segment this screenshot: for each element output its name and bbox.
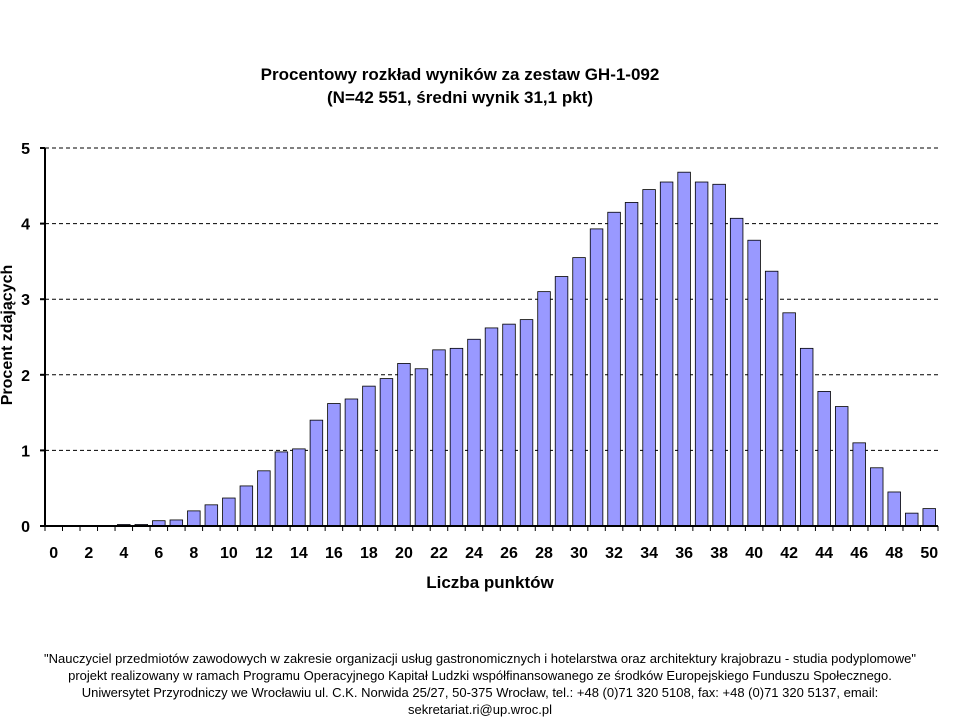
bar-49 [905, 512, 919, 527]
x-tick-label: 42 [780, 545, 798, 562]
bar-23 [449, 347, 464, 527]
x-tick-label: 12 [255, 545, 273, 562]
bar-39 [729, 217, 744, 527]
x-axis-label: Liczba punktów [426, 573, 554, 592]
bar-46 [852, 442, 866, 527]
bar-24 [467, 338, 481, 527]
x-tick-label: 46 [850, 545, 868, 562]
bar-35 [659, 181, 674, 527]
footer: "Nauczyciel przedmiotów zawodowych w zak… [0, 650, 960, 718]
x-tick-label: 30 [570, 545, 588, 562]
bar-20 [397, 363, 411, 527]
bar-50 [922, 508, 936, 527]
chart-subtitle: (N=42 551, średni wynik 31,1 pkt) [327, 88, 593, 107]
bar-10 [222, 497, 236, 527]
bar-9 [204, 504, 219, 527]
x-tick-label: 6 [154, 545, 163, 562]
x-tick-label: 0 [49, 545, 58, 562]
x-tick-label: 38 [710, 545, 728, 562]
bar-16 [327, 403, 341, 527]
footer-line-3: Uniwersytet Przyrodniczy we Wrocławiu ul… [81, 685, 879, 700]
bar-18 [362, 385, 376, 527]
axes [40, 147, 939, 531]
footer-line-4: sekretariat.ri@up.wroc.pl [408, 702, 552, 717]
y-tick-label: 2 [21, 368, 30, 385]
bar-30 [572, 257, 586, 527]
footer-line-2: projekt realizowany w ramach Programu Op… [68, 668, 892, 683]
bar-12 [257, 470, 271, 527]
bar-19 [379, 378, 394, 527]
x-tick-label: 8 [189, 545, 198, 562]
bar-38 [712, 183, 726, 527]
x-tick-label: 32 [605, 545, 623, 562]
x-tick-label: 28 [535, 545, 553, 562]
footer-line-1: "Nauczyciel przedmiotów zawodowych w zak… [44, 651, 916, 666]
y-axis-label: Procent zdających [0, 265, 16, 406]
y-tick-label: 5 [21, 141, 30, 158]
bar-45 [834, 406, 849, 527]
x-tick-label: 20 [395, 545, 413, 562]
bar-33 [624, 202, 639, 527]
bar-27 [519, 319, 534, 527]
x-tick-label: 2 [84, 545, 93, 562]
bar-42 [782, 312, 796, 527]
bar-11 [239, 485, 254, 527]
x-tick-label: 10 [220, 545, 238, 562]
bar-21 [414, 368, 429, 527]
x-tick-label: 44 [815, 545, 833, 562]
bar-28 [537, 291, 551, 527]
x-tick-label: 36 [675, 545, 693, 562]
y-tick-labels: 0 1 2 3 4 5 [21, 141, 30, 536]
bar-48 [887, 491, 901, 527]
bars [117, 171, 936, 527]
bar-47 [870, 467, 884, 527]
bar-14 [292, 448, 306, 527]
bar-44 [817, 391, 831, 527]
bar-31 [589, 228, 604, 527]
bar-22 [432, 349, 446, 527]
bar-29 [554, 276, 569, 527]
bar-13 [274, 451, 289, 527]
bar-25 [484, 327, 499, 527]
x-tick-label: 24 [465, 545, 483, 562]
bar-43 [799, 347, 814, 527]
bar-36 [677, 171, 691, 527]
x-tick-label: 26 [500, 545, 518, 562]
x-tick-label: 50 [920, 545, 938, 562]
bar-34 [642, 189, 656, 527]
y-tick-label: 3 [21, 292, 30, 309]
bar-41 [764, 270, 779, 527]
bar-37 [694, 181, 709, 527]
bar-32 [607, 211, 621, 527]
x-tick-label: 22 [430, 545, 448, 562]
y-tick-label: 0 [21, 519, 30, 536]
x-tick-label: 16 [325, 545, 343, 562]
x-tick-labels: 0 2 4 6 8 10 12 14 16 18 20 22 24 26 28 30 32 34 36 38 40 42 4… [49, 545, 938, 562]
y-tick-label: 1 [21, 443, 30, 460]
chart-title: Procentowy rozkład wyników za zestaw GH-… [261, 65, 660, 84]
bar-26 [502, 323, 516, 527]
x-tick-label: 40 [745, 545, 763, 562]
x-tick-label: 14 [290, 545, 308, 562]
x-tick-label: 4 [119, 545, 128, 562]
bar-8 [187, 510, 201, 527]
y-tick-label: 4 [21, 217, 30, 234]
x-tick-label: 18 [360, 545, 378, 562]
x-tick-label: 34 [640, 545, 658, 562]
bar-15 [309, 419, 324, 527]
x-tick-label: 48 [885, 545, 903, 562]
bar-17 [344, 398, 359, 527]
bar-40 [747, 239, 761, 527]
chart: Procentowy rozkład wyników za zestaw GH-… [0, 65, 939, 592]
